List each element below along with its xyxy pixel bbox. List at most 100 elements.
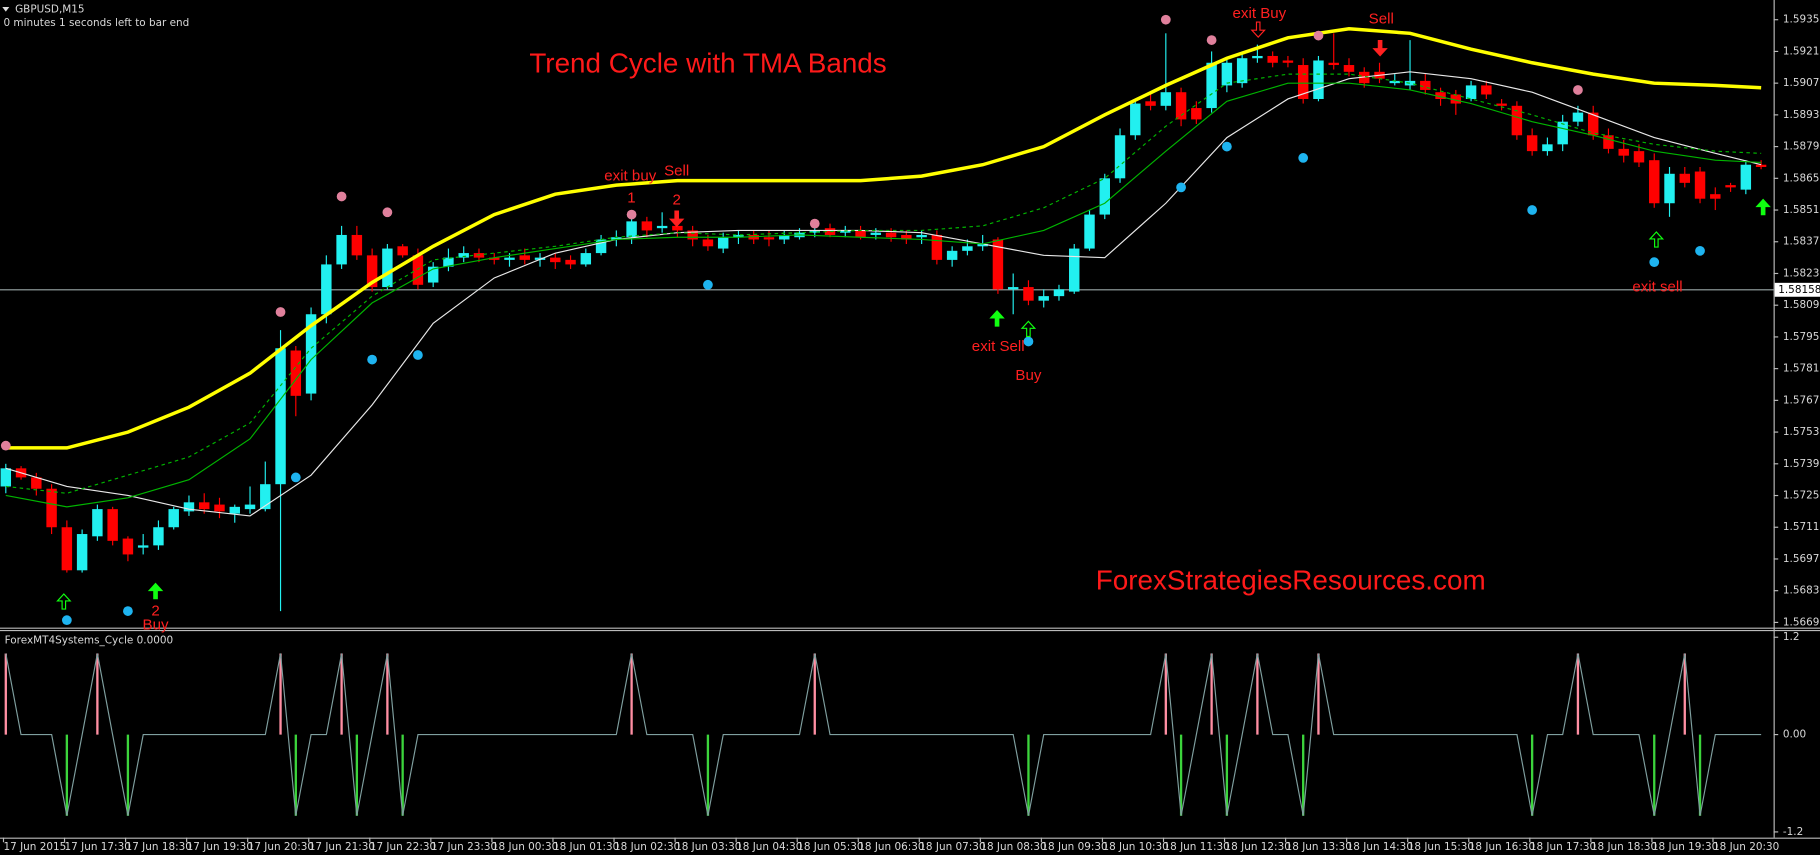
candle-body	[1710, 194, 1721, 199]
y-tick-label: 1.58930	[1783, 109, 1820, 121]
candle-body	[809, 230, 820, 233]
signal-dot	[1573, 85, 1583, 95]
symbol-label: GBPUSD,M15	[15, 3, 84, 15]
candle-body	[1206, 62, 1217, 109]
candle-body	[336, 234, 347, 265]
candle-body	[1069, 248, 1080, 292]
candle-body	[824, 228, 836, 235]
y-tick-label: 1.56970	[1783, 553, 1820, 565]
candle-body	[489, 257, 500, 260]
candle-body	[931, 234, 943, 260]
annotation: 2	[673, 192, 681, 209]
candle-body	[1755, 164, 1767, 167]
y-tick-label: 1.57670	[1783, 394, 1820, 406]
y-tick-label: 1.58230	[1783, 267, 1820, 279]
x-tick-label: 18 Jun 16:30	[1469, 841, 1535, 853]
candle-body	[1084, 214, 1095, 249]
candle-body	[137, 545, 149, 548]
signal-arrow	[989, 310, 1005, 327]
candle-body	[1450, 94, 1462, 104]
candle-body	[1221, 62, 1233, 86]
signal-dot	[1023, 336, 1034, 347]
x-tick-label: 17 Jun 17:30	[65, 841, 131, 853]
candle-body	[672, 225, 683, 231]
candle-body	[565, 259, 576, 265]
candle-body	[183, 502, 195, 512]
candle-body	[702, 239, 714, 247]
signal-dot	[1298, 153, 1309, 163]
x-tick-label: 18 Jun 14:30	[1347, 841, 1413, 853]
x-tick-label: 17 Jun 2015	[3, 841, 66, 853]
candle-body	[1130, 103, 1141, 136]
candle-body	[382, 248, 393, 288]
y-tick-label: 1.58090	[1783, 299, 1820, 311]
x-tick-label: 18 Jun 07:30	[919, 841, 985, 853]
signal-dot	[1695, 245, 1705, 256]
candle-body	[1526, 135, 1538, 152]
candle-body	[229, 506, 240, 514]
annotation: Buy	[143, 616, 169, 633]
x-tick-label: 18 Jun 19:30	[1652, 841, 1718, 853]
x-tick-label: 18 Jun 17:30	[1530, 841, 1596, 853]
signal-dot	[1649, 257, 1660, 268]
candle-body	[1145, 101, 1156, 106]
x-tick-label: 17 Jun 23:30	[431, 841, 497, 853]
candle-body	[855, 230, 866, 238]
candle-body	[1038, 296, 1049, 301]
y-tick-label: 1.57390	[1783, 458, 1820, 470]
candle-body	[1099, 178, 1110, 215]
candle-body	[946, 250, 958, 260]
x-tick-label: 18 Jun 10:30	[1102, 841, 1168, 853]
signal-dot	[1206, 35, 1217, 45]
candle-body	[977, 244, 988, 247]
x-tick-label: 18 Jun 12:30	[1225, 841, 1291, 853]
annotation: Sell	[1369, 11, 1394, 28]
candle-body	[992, 239, 1004, 290]
signal-arrow	[1020, 320, 1037, 338]
candle-body	[1679, 173, 1690, 183]
candle-body	[214, 504, 225, 512]
y-tick-label: 0.00	[1783, 729, 1806, 741]
y-tick-label: 1.58370	[1783, 236, 1820, 248]
candle-body	[1328, 62, 1339, 66]
candle-body	[1175, 92, 1187, 120]
candle-body	[1282, 60, 1294, 63]
candle-body	[519, 255, 530, 260]
candle-body	[0, 468, 12, 487]
candle-body	[1297, 65, 1309, 100]
candle-body	[840, 230, 851, 233]
candle-body	[1481, 85, 1492, 95]
candle-body	[1572, 112, 1584, 122]
candle-body	[290, 350, 302, 396]
x-tick-label: 18 Jun 20:30	[1713, 841, 1779, 853]
y-tick-label: 1.57110	[1783, 521, 1820, 533]
y-tick-label: 1.59210	[1783, 45, 1820, 57]
annotation: exit buy	[604, 167, 656, 184]
y-tick-label: 1.57530	[1783, 426, 1820, 438]
candle-body	[1023, 287, 1034, 301]
candle-body	[1542, 144, 1553, 152]
y-tick-label: 1.58650	[1783, 172, 1820, 184]
x-tick-label: 18 Jun 00:30	[492, 841, 558, 853]
signal-arrow	[1755, 198, 1771, 216]
signal-dot	[809, 218, 820, 229]
candle-body	[580, 253, 592, 265]
signal-dot	[367, 354, 377, 365]
x-tick-label: 18 Jun 04:30	[736, 841, 802, 853]
annotation: Buy	[1015, 367, 1041, 384]
signal-arrow	[147, 582, 164, 600]
candle-body	[1252, 55, 1263, 59]
x-tick-label: 17 Jun 21:30	[309, 841, 375, 853]
candle-body	[1511, 105, 1523, 136]
candle-body	[626, 221, 637, 238]
candle-body	[611, 237, 622, 240]
signal-arrow	[1372, 40, 1388, 57]
y-tick-label: -1.2	[1783, 826, 1803, 838]
x-tick-label: 18 Jun 13:30	[1286, 841, 1352, 853]
x-tick-label: 18 Jun 01:30	[553, 841, 619, 853]
candle-body	[244, 504, 256, 510]
candle-body	[1160, 92, 1172, 106]
y-tick-label: 1.58510	[1783, 204, 1820, 216]
candle-body	[916, 234, 927, 238]
